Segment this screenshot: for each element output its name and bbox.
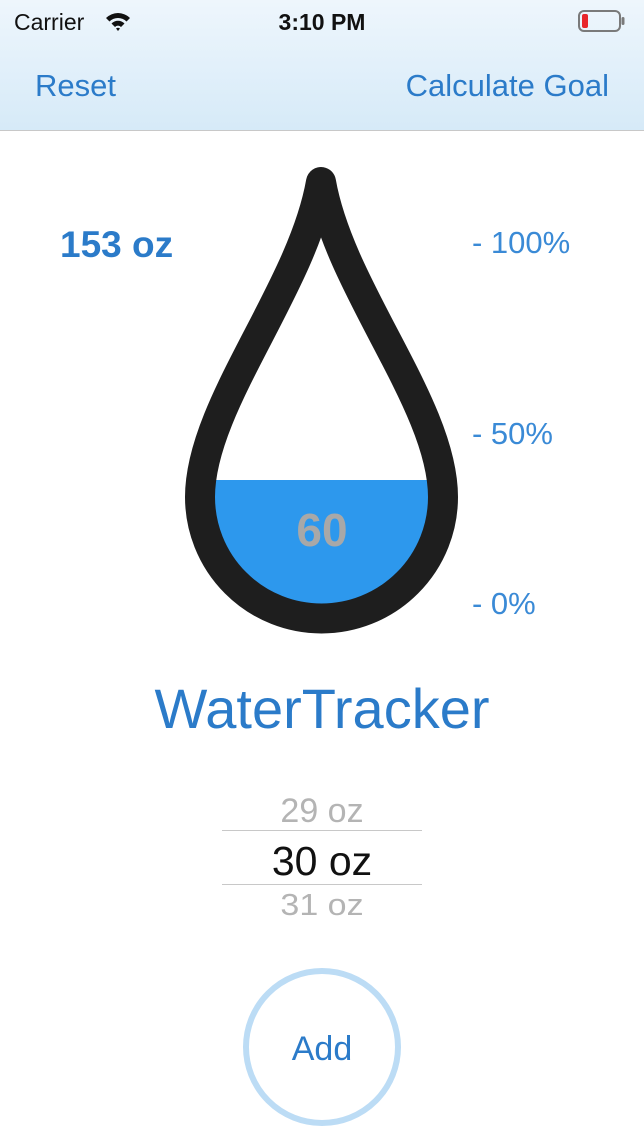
- wifi-icon: [106, 13, 130, 31]
- calculate-goal-button[interactable]: Calculate Goal: [405, 68, 609, 103]
- current-intake-value: 60: [296, 504, 348, 556]
- picker-divider-top: [222, 830, 422, 831]
- goal-amount: 153 oz: [60, 224, 174, 265]
- picker-option-previous[interactable]: 29 oz: [280, 792, 364, 830]
- app-title: WaterTracker: [154, 677, 490, 740]
- scale-label-50: - 50%: [472, 416, 553, 451]
- water-drop-outline: [185, 167, 458, 634]
- scale-label-0: - 0%: [472, 586, 536, 621]
- picker-option-next[interactable]: 31 oz: [280, 888, 364, 918]
- navigation-bar: Carrier 3:10 PM Reset Calculate Goal: [0, 0, 644, 131]
- scale-label-100: - 100%: [472, 225, 571, 260]
- reset-button[interactable]: Reset: [35, 68, 116, 103]
- status-time: 3:10 PM: [278, 9, 366, 35]
- carrier-label: Carrier: [14, 9, 85, 35]
- picker-divider-bottom: [222, 884, 422, 885]
- amount-picker[interactable]: 29 oz 30 oz 31 oz: [222, 788, 422, 918]
- battery-low-icon: [578, 10, 625, 32]
- water-drop-gauge: [185, 167, 458, 634]
- add-button-label: Add: [291, 1030, 353, 1068]
- add-button[interactable]: Add: [243, 968, 401, 1126]
- picker-option-selected[interactable]: 30 oz: [271, 838, 373, 884]
